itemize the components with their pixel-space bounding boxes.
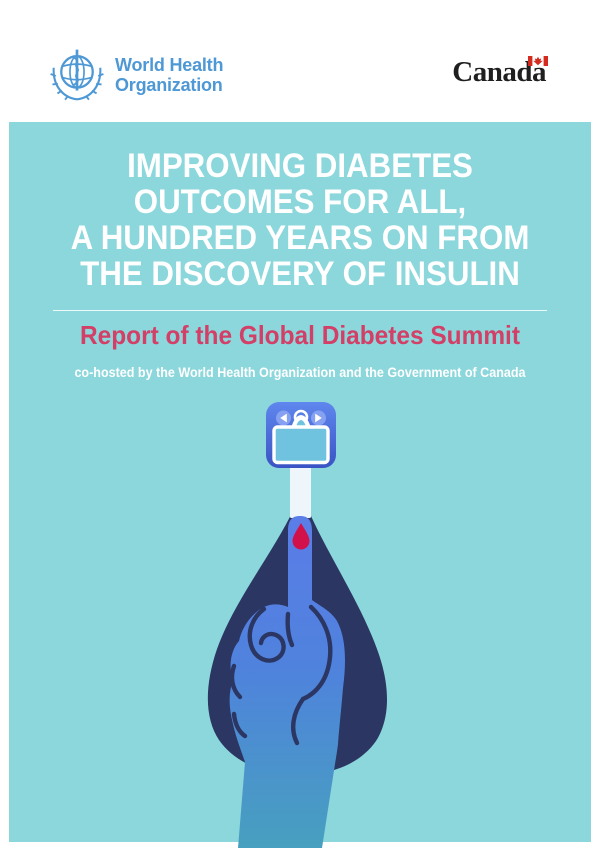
- who-logo: World Health Organization: [48, 46, 223, 104]
- title-line-3: A HUNDRED YEARS ON FROM: [70, 219, 530, 257]
- cover-panel: IMPROVING DIABETES OUTCOMES FOR ALL, A H…: [9, 122, 591, 842]
- who-logo-line2: Organization: [115, 75, 223, 95]
- canada-flag-icon: [528, 56, 548, 66]
- header-band: World Health Organization Canada: [0, 0, 600, 122]
- who-logo-line1: World Health: [115, 55, 224, 75]
- canada-logo: Canada: [452, 55, 548, 89]
- cohost-line: co-hosted by the World Health Organizati…: [74, 365, 526, 380]
- report-subtitle: Report of the Global Diabetes Summit: [80, 320, 520, 350]
- title-divider: [53, 310, 547, 311]
- title-line-1: IMPROVING DIABETES: [127, 147, 473, 185]
- title-line-2: OUTCOMES FOR ALL,: [133, 183, 467, 221]
- title-line-4: THE DISCOVERY OF INSULIN: [80, 255, 520, 293]
- who-emblem-icon: [50, 49, 104, 101]
- who-logo-text: World Health Organization: [115, 55, 223, 95]
- page-title: IMPROVING DIABETES OUTCOMES FOR ALL, A H…: [32, 148, 567, 292]
